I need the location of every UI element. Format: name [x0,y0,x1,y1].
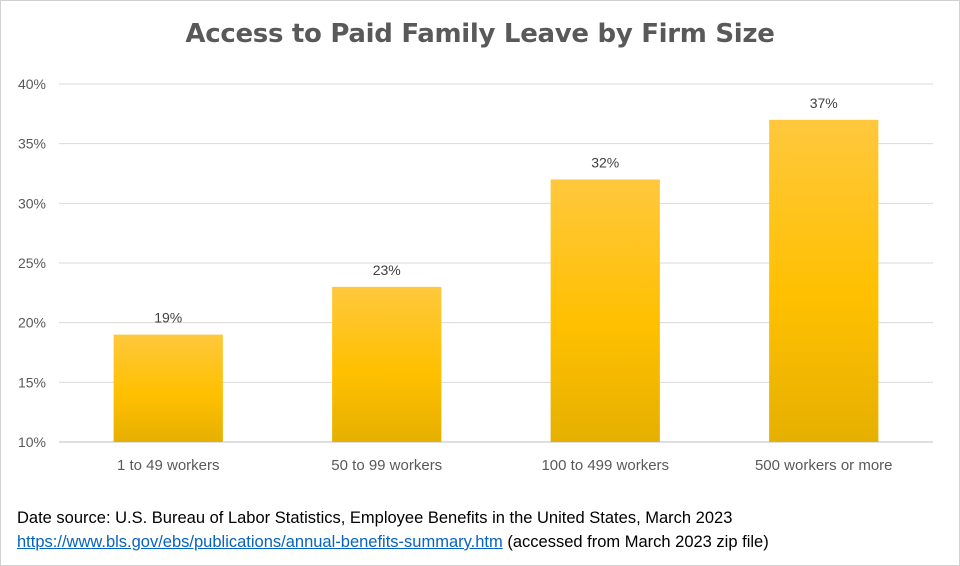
data-labels: 19% 23% 32% 37% [154,95,838,326]
bar-chart: 10% 15% 20% 25% 30% 35% 40% 19% 23% 32% 37% 1 to … [18,76,933,474]
source-citation: Date source: U.S. Bureau of Labor Statis… [17,509,733,527]
bar [769,119,879,443]
x-tick-label: 50 to 99 workers [331,457,442,474]
y-tick-label: 30% [18,195,46,211]
source-link[interactable]: https://www.bls.gov/ebs/publications/ann… [17,533,503,551]
data-label: 19% [154,310,182,326]
bar [550,179,660,442]
source-link-suffix: (accessed from March 2023 zip file) [502,533,769,551]
y-tick-label: 35% [18,136,46,152]
x-axis-tick-labels: 1 to 49 workers 50 to 99 workers 100 to 49… [117,457,893,474]
y-axis-tick-labels: 10% 15% 20% 25% 30% 35% 40% [18,76,46,450]
data-label: 32% [591,154,619,170]
y-tick-label: 10% [18,434,46,450]
y-tick-label: 25% [18,255,46,271]
x-tick-label: 100 to 499 workers [541,457,669,474]
bar [113,334,223,442]
chart-title: Access to Paid Family Leave by Firm Size [185,19,775,49]
y-tick-label: 40% [18,76,46,92]
x-tick-label: 500 workers or more [755,457,893,474]
y-tick-label: 15% [18,374,46,390]
source-note: Date source: U.S. Bureau of Labor Statis… [17,506,769,554]
source-link-line: https://www.bls.gov/ebs/publications/ann… [17,530,769,554]
data-label: 37% [810,95,838,111]
y-tick-label: 20% [18,315,46,331]
bar [332,286,442,442]
data-label: 23% [373,262,401,278]
bars [113,119,879,443]
x-tick-label: 1 to 49 workers [117,457,220,474]
